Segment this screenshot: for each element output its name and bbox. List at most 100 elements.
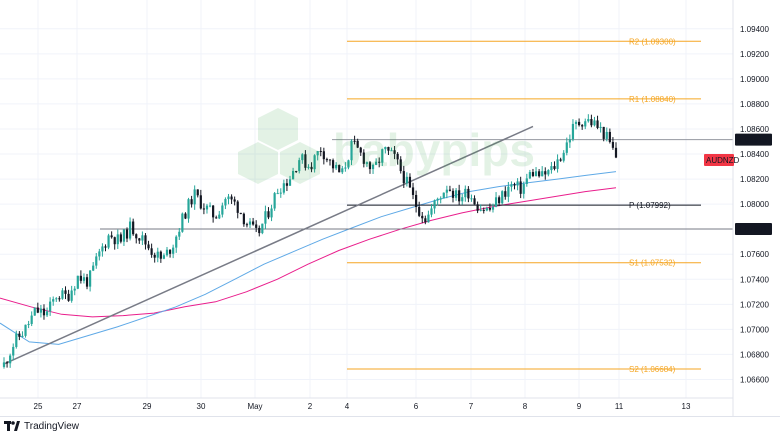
candle-body — [73, 288, 76, 291]
candle-body — [547, 170, 550, 175]
candle-body — [528, 172, 531, 179]
trendline-layer[interactable] — [2, 125, 534, 366]
price-label-box — [735, 223, 772, 236]
candle-body — [359, 147, 362, 153]
candle-body — [415, 194, 418, 207]
candle-body — [267, 211, 270, 218]
candle-body — [550, 166, 553, 171]
candle-body — [344, 167, 347, 169]
candle-body — [193, 189, 196, 205]
candle-body — [350, 140, 353, 161]
price-chart[interactable]: R2 (1.09300) R1 (1.08840) P (1.07992) S1 (1… — [0, 0, 780, 416]
candle-body — [49, 301, 52, 312]
price-tick-label: 1.09000 — [740, 75, 769, 84]
candle-body — [341, 168, 344, 173]
time-tick-label: 4 — [345, 402, 350, 411]
candle-body — [264, 211, 267, 224]
candle-body — [298, 160, 301, 172]
time-tick-label: May — [247, 402, 262, 411]
candle-body — [116, 234, 119, 245]
candle-body — [476, 204, 479, 211]
time-tick-label: 6 — [414, 402, 419, 411]
candle-body — [479, 209, 482, 211]
candle-body — [587, 119, 590, 122]
candle-body — [368, 162, 372, 170]
candle-body — [61, 290, 64, 299]
candle-body — [70, 290, 73, 301]
candle-body — [119, 234, 122, 242]
pivot-level-label: S2 (1.06684) — [629, 365, 676, 374]
candle-body — [147, 244, 150, 249]
candle-body — [538, 171, 541, 177]
time-tick-label: 27 — [73, 402, 82, 411]
ma-fast-line — [0, 171, 617, 345]
time-axis[interactable]: 25 27 29 30 May 2 4 6 7 8 9 11 13 — [34, 402, 691, 411]
candle-body — [541, 171, 544, 177]
candle-body — [202, 208, 205, 210]
candle-body — [258, 227, 261, 234]
candle-body — [221, 205, 224, 215]
candle-body — [27, 323, 30, 325]
time-tick-label: 8 — [523, 402, 528, 411]
candle-body — [295, 170, 298, 172]
candle-body — [362, 152, 365, 164]
candle-body — [353, 140, 356, 142]
candle-body — [482, 209, 485, 211]
candle-body — [491, 206, 495, 210]
price-tick-label: 1.06800 — [740, 350, 769, 359]
candle-body — [433, 200, 436, 209]
time-tick-label: 7 — [469, 402, 474, 411]
candle-body — [153, 254, 156, 258]
candle-body — [590, 119, 593, 126]
candle-body — [85, 277, 89, 287]
candle-body — [322, 151, 325, 160]
candle-body — [181, 213, 184, 232]
candle-body — [270, 208, 273, 218]
watermark-text: babypips — [333, 124, 535, 176]
candle-body — [9, 355, 12, 364]
candle-body — [52, 299, 55, 302]
candle-body — [273, 193, 276, 209]
candle-body — [464, 188, 467, 198]
candle-body — [113, 237, 116, 245]
candles — [2, 114, 618, 369]
candle-body — [602, 126, 605, 139]
candle-body — [501, 191, 504, 204]
candle-body — [236, 201, 239, 213]
candle-body — [356, 140, 359, 148]
candle-body — [276, 193, 279, 195]
candle-body — [522, 183, 525, 194]
candle-body — [427, 214, 430, 223]
candle-body — [128, 221, 132, 239]
candle-body — [76, 275, 79, 289]
candle-body — [95, 256, 98, 266]
candle-body — [325, 159, 329, 161]
candle-body — [584, 121, 587, 127]
candle-body — [319, 150, 322, 152]
price-tick-label: 1.07600 — [740, 250, 769, 259]
candle-body — [45, 311, 49, 316]
candle-body — [516, 181, 519, 186]
candle-body — [104, 246, 107, 248]
candle-body — [313, 155, 316, 170]
price-label-box — [735, 133, 772, 146]
candle-body — [316, 150, 319, 156]
candle-body — [328, 159, 332, 161]
candle-body — [611, 141, 615, 148]
candle-body — [122, 229, 126, 242]
tradingview-logo[interactable]: TradingView — [4, 420, 79, 432]
symbol-label-text: AUDNZD — [706, 156, 740, 165]
candle-body — [5, 362, 9, 364]
candle-body — [399, 159, 402, 172]
candle-body — [178, 231, 181, 237]
time-tick-label: 11 — [615, 402, 624, 411]
candle-body — [562, 152, 565, 161]
candle-body — [245, 224, 249, 226]
candle-body — [285, 183, 289, 186]
price-axis[interactable]: 1.09400 1.09200 1.09000 1.08800 1.08600 1.084… — [740, 25, 769, 385]
price-tick-label: 1.08800 — [740, 100, 769, 109]
moving-averages — [0, 171, 617, 345]
candle-body — [55, 298, 58, 300]
candle-body — [39, 308, 43, 313]
candle-body — [199, 195, 202, 209]
